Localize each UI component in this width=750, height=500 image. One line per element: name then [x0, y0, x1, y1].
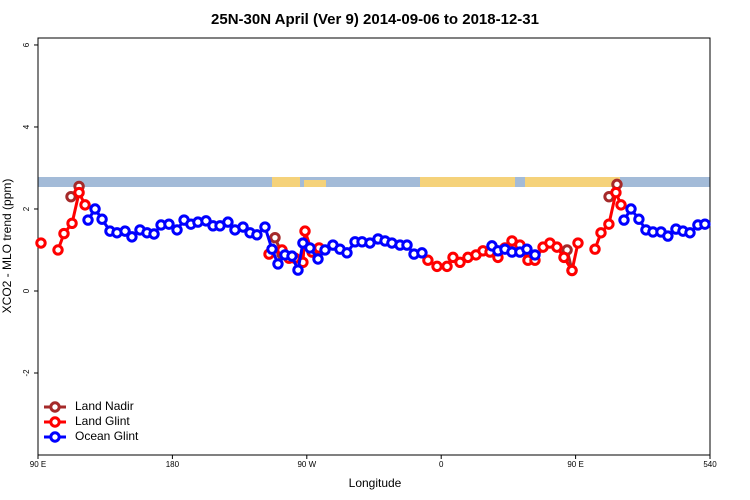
data-point	[96, 213, 108, 225]
data-point	[58, 227, 70, 240]
data-point	[148, 228, 160, 240]
data-point	[66, 217, 78, 230]
y-tick-label: 0	[22, 288, 31, 293]
x-tick-label: 90 E	[567, 460, 583, 469]
data-point	[441, 260, 453, 273]
data-point	[589, 243, 601, 255]
data-point	[82, 214, 94, 226]
data-point	[431, 260, 443, 273]
data-point	[312, 253, 324, 265]
data-point	[73, 186, 85, 199]
legend-marker	[49, 401, 61, 413]
data-point	[572, 237, 584, 249]
data-point	[341, 247, 353, 259]
legend-label: Ocean Glint	[75, 429, 139, 443]
chart-title: 25N-30N April (Ver 9) 2014-09-06 to 2018…	[211, 11, 539, 28]
x-tick-label: 540	[703, 460, 717, 469]
data-point	[52, 244, 64, 256]
land-band	[272, 177, 300, 187]
legend-marker	[49, 431, 61, 443]
land-ocean-strip	[38, 177, 710, 187]
y-axis-label: XCO2 - MLO trend (ppm)	[0, 179, 14, 314]
data-point	[237, 221, 249, 233]
legend-label: Land Nadir	[75, 399, 134, 413]
data-point	[558, 251, 570, 264]
data-point	[521, 243, 533, 255]
y-tick-label: 6	[22, 42, 31, 47]
legend-label: Land Glint	[75, 414, 130, 428]
data-point	[566, 264, 578, 277]
data-point	[163, 218, 175, 230]
data-point	[615, 199, 627, 211]
data-point	[595, 227, 607, 239]
data-point	[171, 224, 183, 236]
y-tick-label: -2	[22, 369, 31, 377]
data-point	[119, 225, 131, 237]
land-band	[304, 180, 326, 187]
data-point	[422, 254, 434, 266]
legend-marker	[49, 416, 61, 428]
land-band	[420, 177, 515, 187]
data-point	[272, 258, 284, 270]
data-point	[662, 230, 674, 242]
data-point	[222, 216, 234, 228]
data-point	[251, 229, 263, 241]
ocean-band	[38, 177, 710, 187]
data-point	[603, 218, 615, 230]
y-tick-label: 4	[22, 124, 31, 129]
data-point	[625, 203, 637, 215]
data-point	[684, 227, 696, 239]
data-point	[292, 264, 304, 276]
data-point	[319, 244, 331, 256]
x-tick-label: 90 E	[30, 460, 46, 469]
data-point	[401, 239, 413, 251]
data-point	[266, 243, 278, 255]
x-tick-label: 90 W	[297, 460, 316, 469]
data-point	[699, 218, 711, 230]
data-point	[269, 231, 281, 244]
data-point	[454, 256, 466, 268]
x-tick-label: 180	[166, 460, 180, 469]
series	[82, 203, 711, 276]
data-point	[304, 242, 316, 254]
data-point	[286, 250, 298, 262]
data-point	[610, 186, 622, 199]
data-point	[529, 249, 541, 261]
x-axis-label: Longitude	[349, 476, 402, 490]
data-point	[416, 247, 428, 259]
data-point	[35, 237, 47, 249]
data-point	[299, 225, 311, 237]
data-point	[79, 199, 91, 211]
data-point	[259, 221, 271, 233]
data-point	[633, 213, 645, 225]
x-tick-label: 0	[439, 460, 444, 469]
land-band	[525, 177, 620, 187]
data-point	[618, 214, 630, 226]
y-tick-label: 2	[22, 206, 31, 211]
data-point	[126, 231, 138, 243]
data-point	[551, 241, 563, 253]
data-point	[89, 203, 101, 215]
